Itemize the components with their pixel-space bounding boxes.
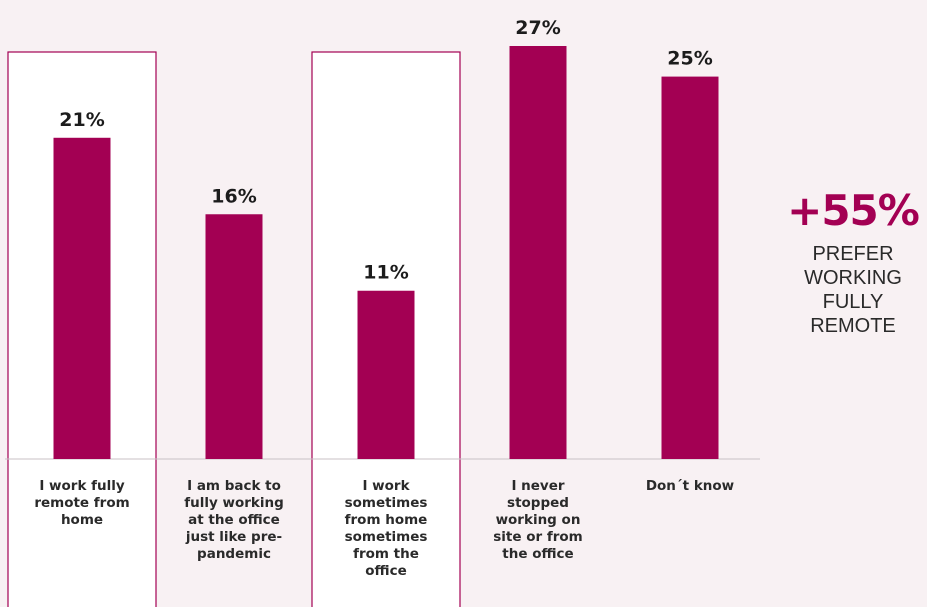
category-label-2: I work sometimes from home sometimes from th… xyxy=(345,478,428,579)
bar-4 xyxy=(661,76,719,459)
bar-3 xyxy=(509,46,567,459)
category-label-line: sometimes xyxy=(345,529,428,545)
bar-0 xyxy=(53,137,111,459)
value-label-0: 21% xyxy=(59,109,104,131)
callout-text: PREFER WORKING FULLY REMOTE xyxy=(804,243,902,337)
callout-value: +55% xyxy=(787,186,920,235)
category-label-line: I work fully xyxy=(39,478,125,494)
category-label-line: I work xyxy=(362,478,410,494)
category-label-line: sometimes xyxy=(345,495,428,511)
category-label-line: the office xyxy=(502,546,573,562)
category-label-line: at the office xyxy=(188,512,280,528)
callout: +55% PREFER WORKING FULLY REMOTE xyxy=(778,186,927,338)
category-label-4: Don´t know xyxy=(646,478,734,494)
bars xyxy=(53,46,719,459)
category-label-line: fully working xyxy=(184,495,284,511)
category-label-line: from home xyxy=(345,512,428,528)
category-label-line: I am back to xyxy=(187,478,281,494)
category-label-line: site or from xyxy=(493,529,582,545)
value-label-1: 16% xyxy=(211,185,256,207)
category-label-line: I never xyxy=(511,478,564,494)
category-label-line: stopped xyxy=(507,495,569,511)
value-label-2: 11% xyxy=(363,262,408,284)
category-label-3: I never stopped working on site or from the … xyxy=(493,478,582,562)
category-label-line: remote from xyxy=(34,495,129,511)
category-label-1: I am back to fully working at the office ju… xyxy=(184,478,284,562)
value-label-4: 25% xyxy=(667,48,712,70)
category-label-line: from the xyxy=(353,546,419,562)
bar-2 xyxy=(357,290,415,459)
category-label-line: pandemic xyxy=(197,546,271,562)
category-label-line: just like pre- xyxy=(185,529,282,545)
category-label-line: office xyxy=(365,563,407,579)
category-label-0: I work fully remote from home xyxy=(34,478,129,528)
category-label-line: Don´t know xyxy=(646,478,734,494)
category-label-line: home xyxy=(61,512,103,528)
value-label-3: 27% xyxy=(515,17,560,39)
category-label-line: working on xyxy=(496,512,581,528)
bar-1 xyxy=(205,214,263,459)
value-labels: 21% 16% 11% 27% 25% xyxy=(59,17,712,284)
